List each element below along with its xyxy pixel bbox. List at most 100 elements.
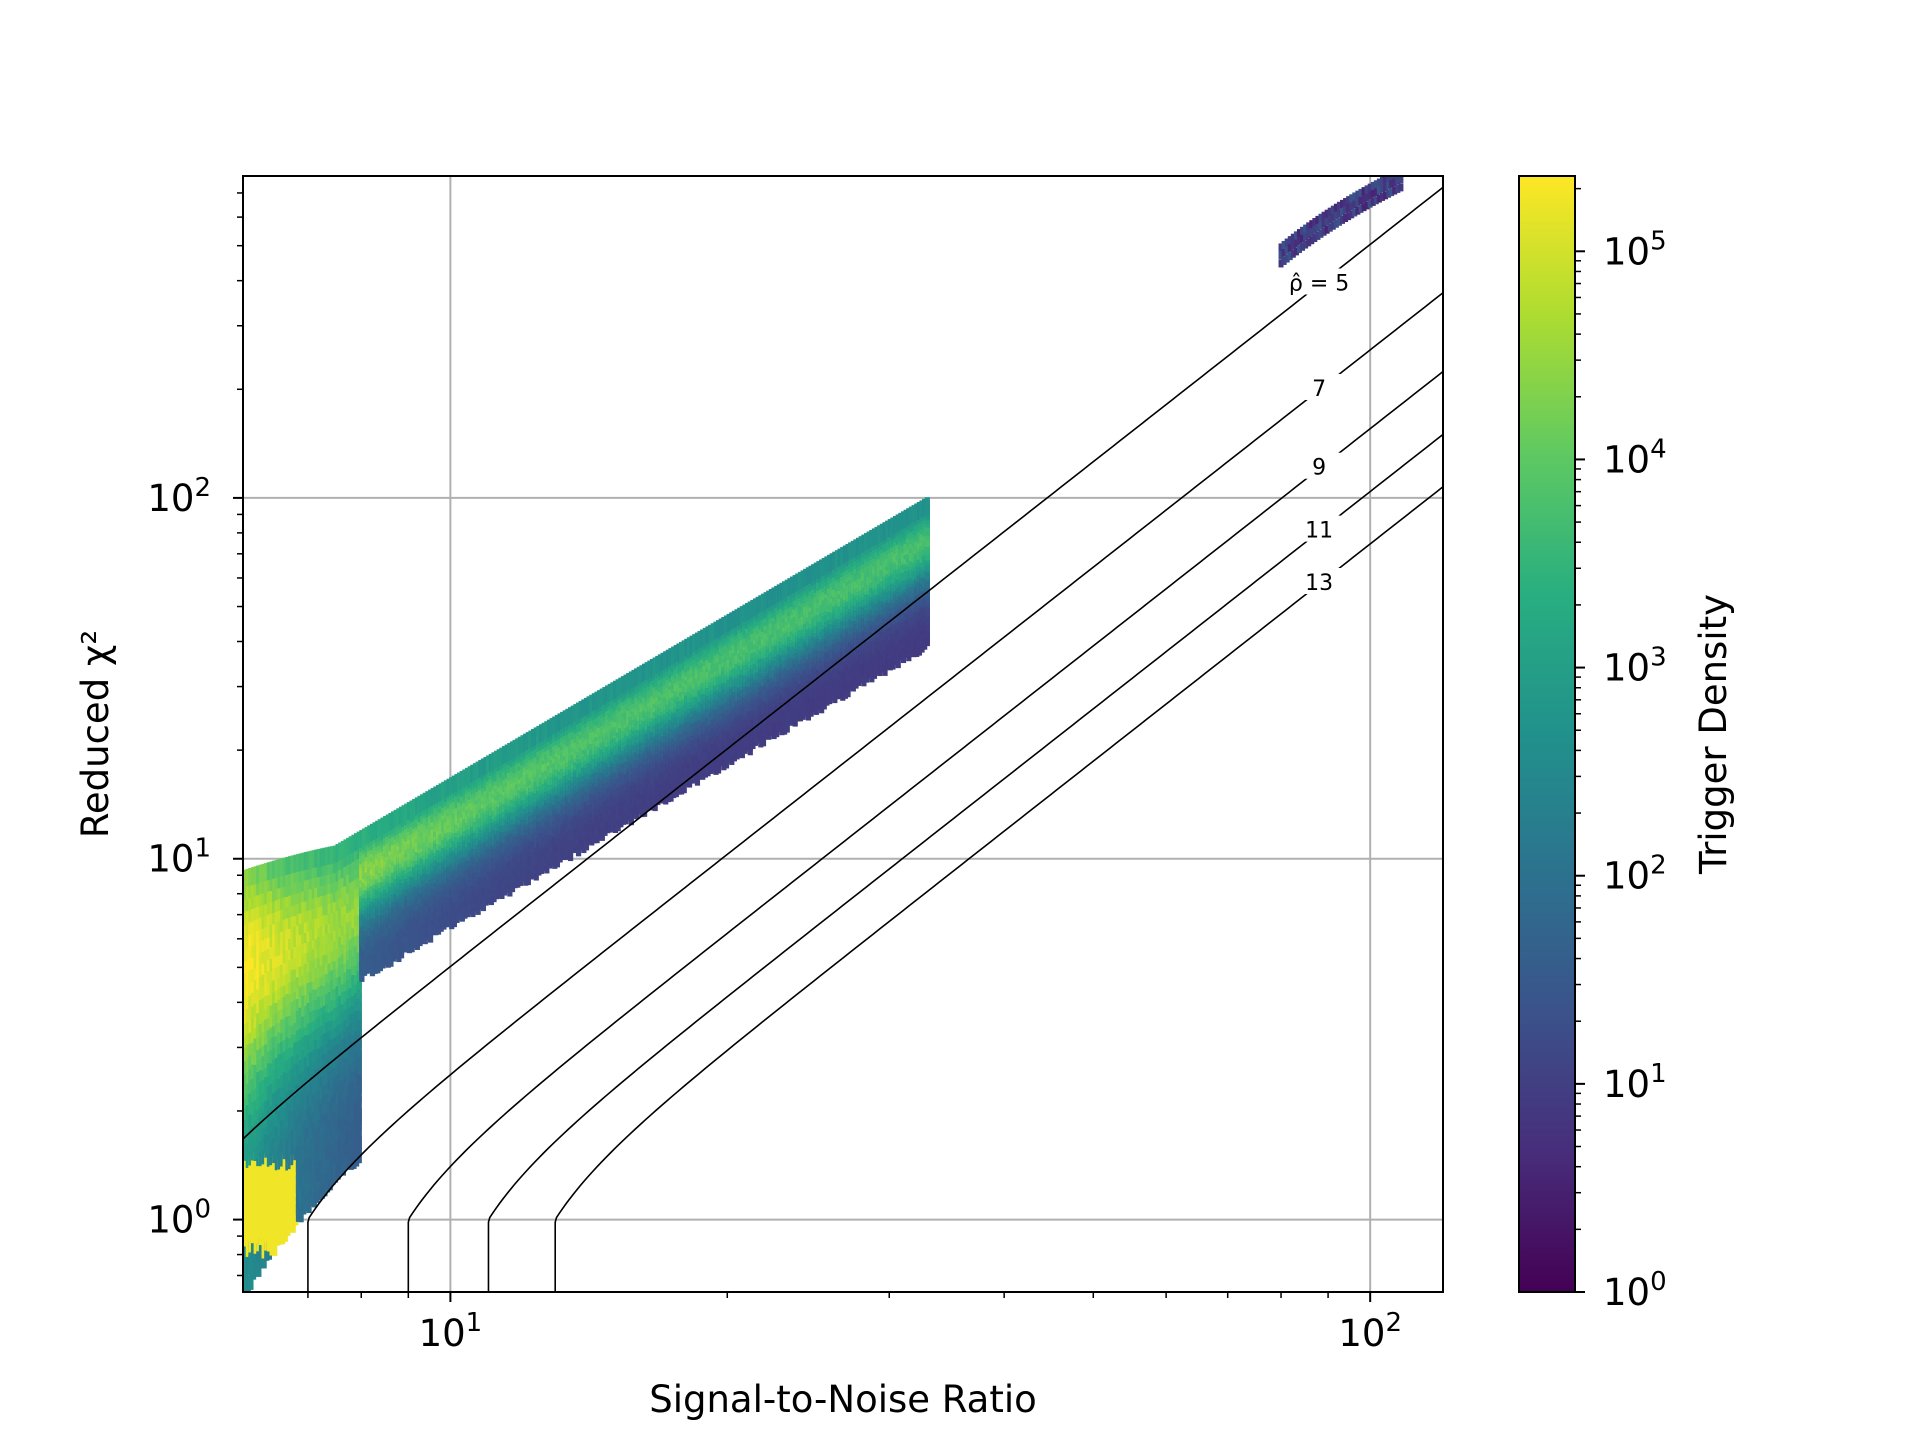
density-bin (274, 904, 280, 923)
density-bin (295, 928, 302, 947)
density-bin (243, 1178, 249, 1197)
density-bin (272, 950, 278, 969)
density-bin (351, 1082, 357, 1101)
density-bin (293, 919, 299, 938)
density-bin (287, 920, 294, 939)
density-bin (309, 1076, 315, 1095)
density-bin (298, 1088, 304, 1107)
density-bin (277, 1036, 283, 1055)
density-bin (343, 1069, 349, 1088)
density-bin (301, 1053, 307, 1072)
density-bin (272, 1108, 278, 1127)
density-bin (340, 986, 347, 1005)
density-bin (264, 977, 270, 996)
density-bin (280, 1115, 286, 1134)
density-bin (280, 1102, 286, 1121)
density-bin (261, 922, 267, 941)
density-bin (338, 977, 344, 996)
density-bin (277, 1181, 283, 1200)
density-bin (245, 929, 251, 948)
density-bin (303, 1124, 310, 1143)
density-bin (287, 1020, 294, 1039)
density-bin (269, 1078, 275, 1097)
density-bin (346, 1125, 352, 1144)
density-bin (317, 1163, 323, 1182)
density-bin (351, 928, 357, 947)
density-bin (243, 1067, 249, 1086)
density-bin (396, 808, 402, 827)
density-bin (250, 1201, 257, 1220)
density-bin (290, 898, 296, 917)
density-bin (245, 1026, 251, 1045)
density-bin (351, 1150, 357, 1169)
density-bin (327, 896, 333, 915)
density-bin (351, 1064, 357, 1083)
density-bin (248, 952, 254, 971)
density-bin (317, 859, 323, 878)
density-bin (266, 1186, 273, 1205)
density-bin (306, 1174, 312, 1193)
density-bin (243, 1102, 249, 1121)
density-bin (340, 1033, 347, 1052)
density-bin (354, 947, 360, 966)
density-bin (258, 911, 265, 930)
density-bin (356, 1096, 362, 1115)
density-bin (317, 1051, 323, 1070)
density-bin (245, 966, 251, 985)
density-bin (264, 991, 270, 1010)
density-bin (258, 982, 265, 1001)
density-bin (258, 1089, 265, 1108)
density-bin (293, 1112, 299, 1131)
density-bin (338, 1153, 344, 1172)
density-bin (295, 907, 302, 926)
density-bin (290, 1080, 296, 1099)
density-bin (264, 1013, 270, 1032)
density-bin (274, 994, 280, 1013)
density-bin (266, 987, 273, 1006)
density-bin (264, 1242, 270, 1261)
density-bin (272, 928, 278, 947)
density-bin (266, 930, 273, 949)
density-bin (282, 1101, 288, 1120)
density-bin (277, 1061, 283, 1080)
density-bin (356, 1145, 362, 1164)
density-bin (266, 1000, 273, 1019)
density-bin (303, 1165, 310, 1184)
density-bin (306, 1139, 312, 1158)
density-bin (293, 887, 299, 906)
density-bin (306, 1119, 312, 1138)
density-bin (261, 1240, 267, 1259)
density-bin (285, 933, 291, 952)
density-bin (264, 1001, 270, 1020)
density-bin (351, 844, 357, 863)
density-bin (330, 884, 336, 903)
density-bin (285, 911, 291, 930)
density-bin (354, 1022, 360, 1041)
density-bin (277, 1025, 283, 1044)
density-bin (343, 983, 349, 1002)
density-bin (340, 917, 347, 936)
density-bin (261, 1190, 267, 1209)
density-bin (311, 1125, 317, 1144)
density-bin (309, 892, 315, 911)
density-bin (287, 1085, 294, 1104)
density-bin (243, 1114, 249, 1133)
density-bin (282, 868, 288, 887)
density-bin (274, 1073, 280, 1092)
density-bin (285, 1130, 291, 1149)
density-bin (285, 1109, 291, 1128)
density-bin (348, 855, 354, 874)
density-bin (264, 1177, 270, 1196)
density-bin (298, 1181, 304, 1200)
density-bin (287, 1138, 294, 1157)
density-bin (348, 1075, 354, 1094)
density-bin (269, 872, 275, 891)
density-bin (317, 899, 323, 918)
density-bin (285, 1019, 291, 1038)
density-bin (351, 938, 357, 957)
density-bin (332, 1144, 339, 1163)
density-bin (280, 1133, 286, 1152)
density-bin (277, 1151, 283, 1170)
density-bin (277, 1093, 283, 1112)
density-bin (324, 1014, 331, 1033)
